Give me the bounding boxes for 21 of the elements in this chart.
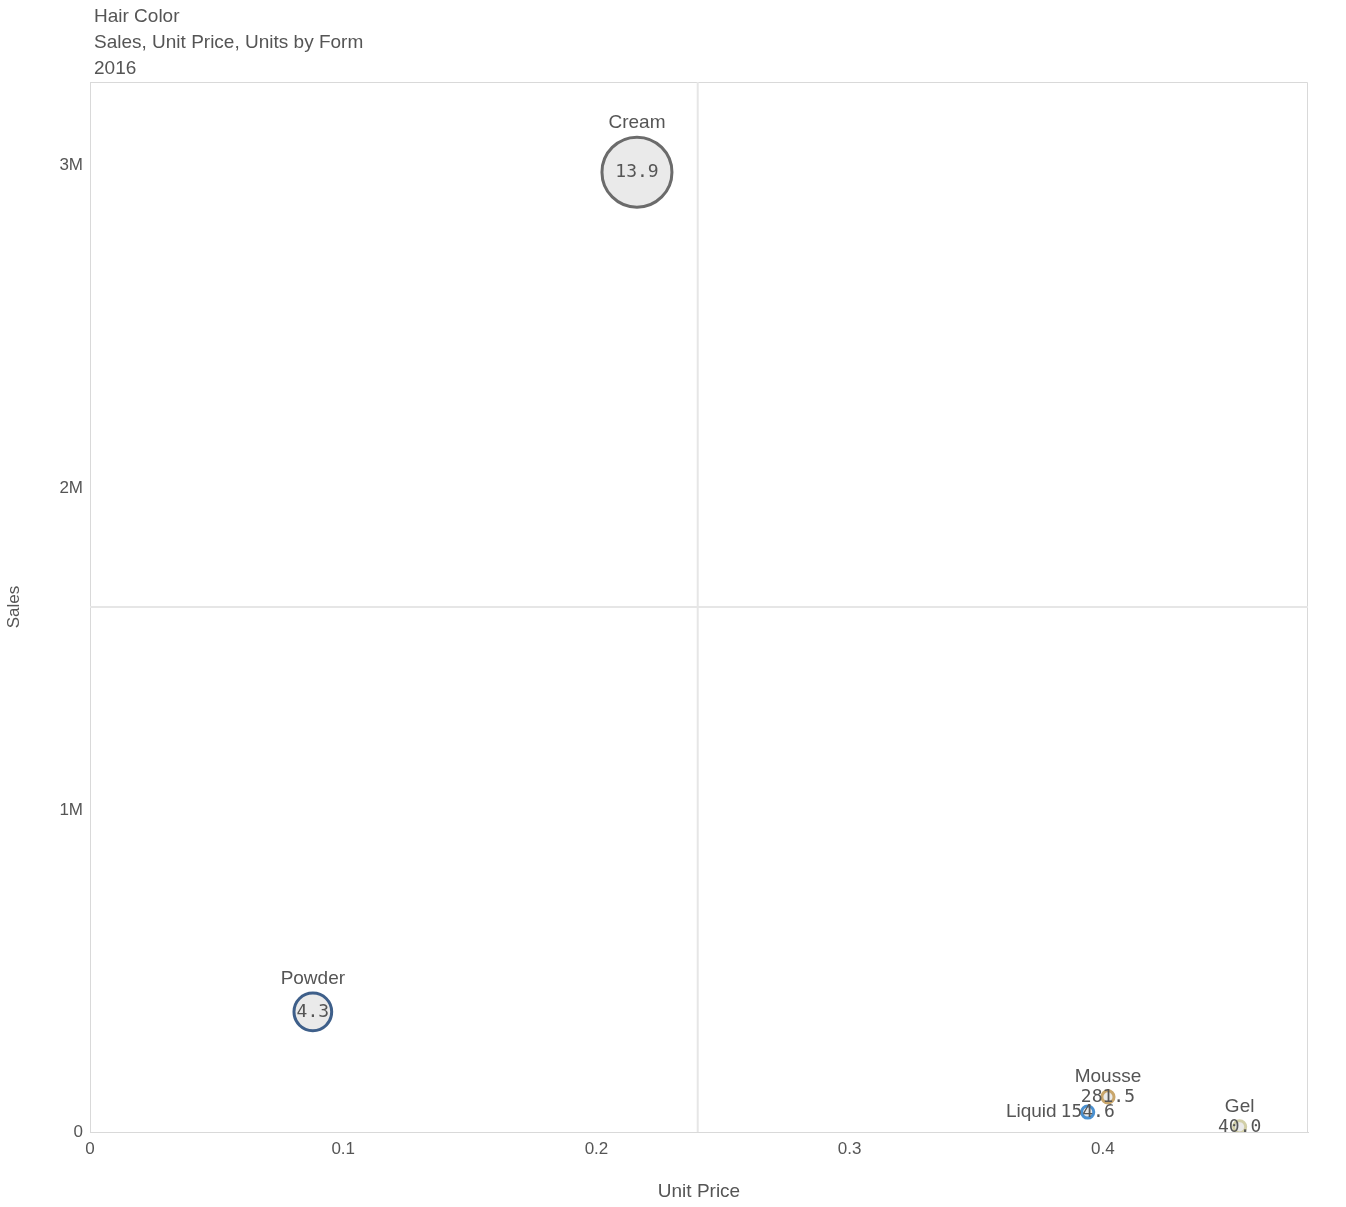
series-label: Powder (280, 967, 346, 989)
x-axis-title: Unit Price (657, 1179, 741, 1201)
y-tick-label: 2M (59, 477, 83, 497)
series-label: Mousse (1074, 1065, 1142, 1087)
x-tick-label: 0.3 (837, 1138, 862, 1158)
annotation: 13.9 (615, 159, 659, 181)
text: 2016 (94, 56, 138, 80)
y-tick-label: 0 (73, 1121, 83, 1141)
x-tick-label: 0.2 (584, 1138, 609, 1158)
series-label: Liquid (1005, 1100, 1057, 1122)
y-tick-label: 1M (59, 799, 83, 819)
y-axis-title: Sales (3, 585, 23, 629)
annotation: 40.0 (1217, 1114, 1262, 1136)
annotation: 4.3 (296, 999, 330, 1021)
y-tick-label: 3M (59, 155, 83, 175)
x-tick-label: 0.1 (331, 1138, 356, 1158)
series-label: Cream (608, 111, 666, 133)
chart-title: Hair Color (94, 4, 181, 28)
chart-subtitle: Sales, Unit Price, Units by Form (94, 30, 364, 54)
x-tick-label: 0.4 (1091, 1138, 1115, 1158)
series-label: Gel (1224, 1095, 1255, 1117)
